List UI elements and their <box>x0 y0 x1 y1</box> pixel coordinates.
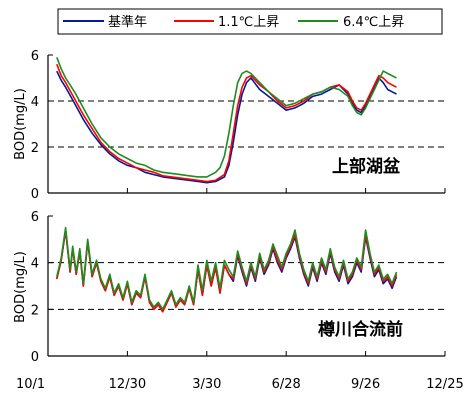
legend: 基準年 1.1℃上昇 6.4℃上昇 <box>57 8 443 35</box>
y-tick-label: 4 <box>31 257 39 272</box>
y-tick-label: 0 <box>31 350 39 365</box>
series-line-plus64 <box>56 57 397 178</box>
x-tick-label: 6/28 <box>272 377 301 392</box>
legend-label-plus11: 1.1℃上昇 <box>218 15 279 30</box>
y-tick-label: 2 <box>31 303 39 318</box>
x-tick-label: 12/25 <box>426 377 463 392</box>
series-line-plus11 <box>56 63 397 183</box>
y-tick-label: 2 <box>31 141 39 156</box>
y-tick-label: 6 <box>31 210 39 225</box>
y-tick-label: 6 <box>31 49 39 64</box>
x-tick-label: 9/26 <box>351 377 380 392</box>
series-line-plus64 <box>56 226 398 311</box>
panel-tarukawa-label: 樽川合流前 <box>318 319 403 340</box>
x-tick-label: 10/1 <box>16 377 45 392</box>
legend-label-base: 基準年 <box>108 14 147 30</box>
legend-label-plus64: 6.4℃上昇 <box>343 15 404 30</box>
panel-tarukawa-ylabel: BOD(mg/L) <box>13 251 28 323</box>
x-axis-tick-labels: 10/1 12/30 3/30 6/28 9/26 12/25 <box>16 377 464 392</box>
panel-upper-basin: BOD(mg/L) 0 2 4 6 上部湖盆 <box>13 49 446 202</box>
y-tick-label: 0 <box>31 187 39 202</box>
x-tick-label: 3/30 <box>192 377 221 392</box>
panel-upper-basin-ylabel: BOD(mg/L) <box>13 88 28 160</box>
y-tick-label: 4 <box>31 95 39 110</box>
x-tick-label: 12/30 <box>109 377 146 392</box>
panel-upper-basin-label: 上部湖盆 <box>332 156 401 177</box>
panel-tarukawa-confluence: BOD(mg/L) 0 2 4 6 樽川合流前 <box>13 210 446 365</box>
series-line-base <box>56 70 397 184</box>
legend-frame <box>57 8 443 35</box>
